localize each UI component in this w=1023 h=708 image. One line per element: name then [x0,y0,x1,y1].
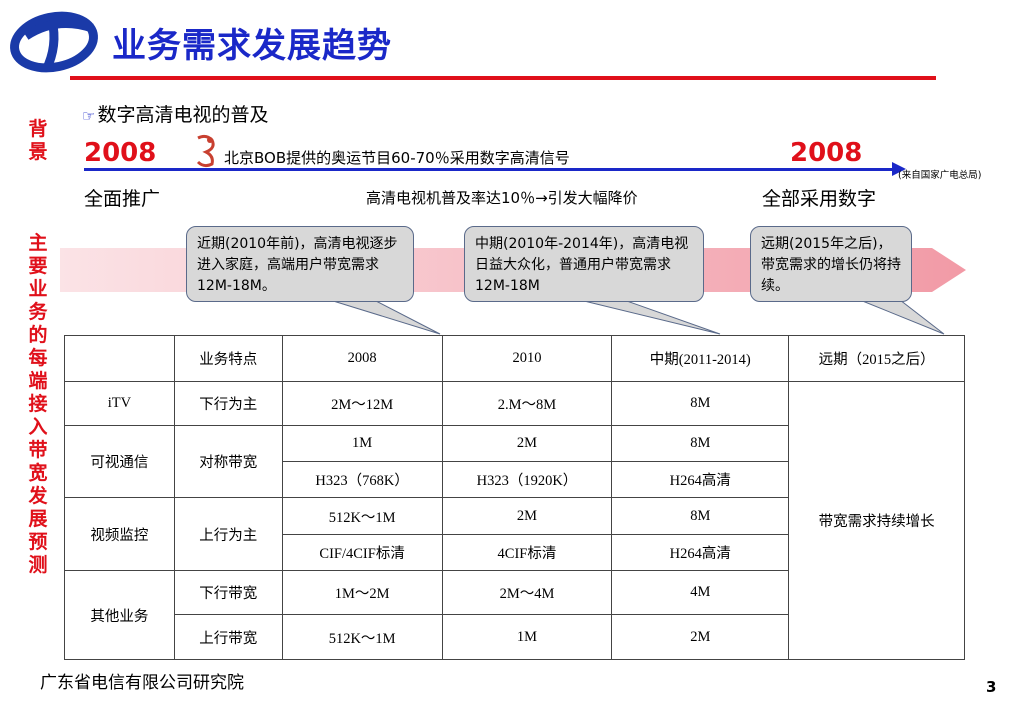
table-cell: 1M [281,425,443,462]
table-cell: H323（1920K） [441,461,613,498]
page-title: 业务需求发展趋势 [112,26,392,66]
table-cell: 2M [611,614,790,660]
table-row: 可视通信 对称带宽 1M 2M 8M [64,425,965,498]
table-cell: 4M [611,570,790,615]
service-feature: 下行为主 [173,381,283,426]
table-cell: H264高清 [611,461,790,498]
table-header-row: 业务特点 2008 2010 中期(2011-2014) 远期（2015之后） [64,335,965,382]
pointing-hand-icon: ☞ [82,107,96,125]
page-number: 3 [986,678,997,696]
bandwidth-forecast-table: 业务特点 2008 2010 中期(2011-2014) 远期（2015之后） … [64,335,965,660]
side-label-prediction: 主要业务的每端接入带宽发展预测 [28,232,48,576]
service-name: 可视通信 [64,425,175,498]
service-name: 视频监控 [64,497,175,571]
table-cell: H264高清 [611,534,790,571]
header-cell: 2010 [441,335,613,382]
table-row: 上行带宽 512K～1M 1M 2M [65,614,965,660]
china-telecom-logo [10,11,98,73]
callout-long-term: 远期(2015年之后)，带宽需求的增长仍将持续。 [750,226,912,302]
source-note: (来自国家广电总局) [898,170,982,181]
header-cell [64,335,175,382]
service-feature: 上行为主 [173,497,283,571]
table-cell: 2M～12M [281,381,443,426]
table-cell: 512K～1M [281,614,443,660]
bullet-text: 数字高清电视的普及 [97,104,269,126]
table-cell: 2M [441,497,613,535]
service-feature: 对称带宽 [173,425,283,498]
header-cell: 中期(2011-2014) [611,335,790,382]
milestone-left: 全面推广 [84,188,161,210]
service-feature: 下行带宽 [173,570,283,615]
table-row: 其他业务 下行带宽 1M～2M 2M～4M 4M [64,570,965,660]
table-cell: 4CIF标清 [441,534,613,571]
callout-near-term: 近期(2010年前)，高清电视逐步进入家庭，高端用户带宽需求12M-18M。 [186,226,414,302]
table-cell: 8M [611,381,790,426]
header-cell: 业务特点 [173,335,283,382]
table-row: 视频监控 上行为主 512K～1M 2M 8M [64,497,965,571]
table-cell: H323（768K） [281,461,443,498]
title-divider [70,76,936,80]
service-name: 其他业务 [64,570,175,660]
table-row: iTV 下行为主 2M～12M 2.M～8M 8M 带宽需求持续增长 [64,381,965,660]
table-cell: 1M [441,614,613,660]
table-cell: 512K～1M [281,497,443,535]
callout-mid-term: 中期(2010年-2014年)，高清电视日益大众化，普通用户带宽需求12M-18… [464,226,704,302]
header-cell: 远期（2015之后） [788,335,965,382]
milestone-right: 全部采用数字 [762,188,877,210]
longterm-cell: 带宽需求持续增长 [788,381,965,660]
service-name: iTV [64,381,175,426]
service-feature: 上行带宽 [173,614,283,660]
year-right: 2008 [790,138,863,168]
table-cell: 2.M～8M [441,381,613,426]
olympic-note: 北京BOB提供的奥运节目60-70％采用数字高清信号 [224,149,570,167]
table-cell: CIF/4CIF标清 [281,534,443,571]
year-left: 2008 [84,138,157,168]
side-label-background: 背景 [28,118,48,163]
table-cell: 1M～2M [281,570,443,615]
milestone-mid: 高清电视机普及率达10％→引发大幅降价 [366,189,638,207]
bullet-item: ☞ 数字高清电视的普及 [82,100,268,127]
header-cell: 2008 [281,335,443,382]
olympic-emblem-icon [196,134,215,168]
table-cell: 2M [441,425,613,462]
table-cell: 2M～4M [441,570,613,615]
table-cell: 8M [611,425,790,462]
footer-organization: 广东省电信有限公司研究院 [40,673,244,693]
table-cell: 8M [611,497,790,535]
timeline-axis [84,162,906,176]
table-row: H323（768K） H323（1920K） H264高清 [65,461,965,498]
